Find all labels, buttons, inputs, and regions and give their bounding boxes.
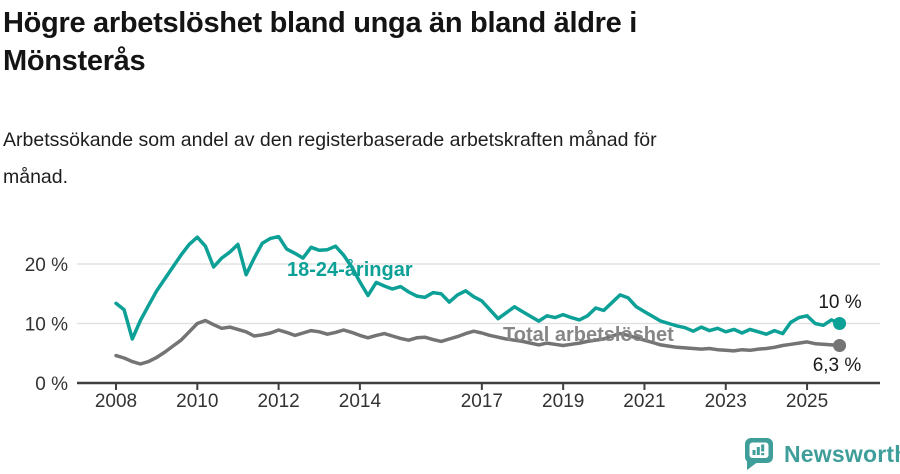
series-end-value-0: 10 % <box>818 292 861 313</box>
x-tick-label-2021: 2021 <box>623 391 665 412</box>
x-tick-label-2023: 2023 <box>705 391 747 412</box>
x-tick-label-2008: 2008 <box>95 391 137 412</box>
y-tick-label-0: 0 % <box>35 374 68 395</box>
series-line-0 <box>114 234 842 341</box>
chart-subtitle: Arbetssökande som andel av den registerb… <box>3 122 893 196</box>
page-title-line-2: Mönsterås <box>3 45 146 77</box>
series-end-dot-1 <box>833 339 847 353</box>
x-tick-label-2019: 2019 <box>542 391 584 412</box>
page-title: Högre arbetslöshet bland unga än bland ä… <box>3 4 893 80</box>
y-tick-label-10: 10 % <box>25 315 68 336</box>
series-end-dot-0 <box>833 317 847 330</box>
x-tick-label-2014: 2014 <box>339 391 382 412</box>
x-tick-label-2010: 2010 <box>176 391 218 412</box>
newsworthy-logo-text: Newsworthy <box>784 440 900 467</box>
series-line-1 <box>114 318 842 366</box>
series-label-1: Total arbetslöshet <box>503 324 674 346</box>
x-tick-label-2025: 2025 <box>786 391 828 412</box>
chart-subtitle-line-2: månad. <box>3 166 69 188</box>
y-tick-label-20: 20 % <box>25 255 68 276</box>
newsworthy-logo-icon <box>745 438 773 470</box>
x-tick-label-2017: 2017 <box>461 391 503 412</box>
page-title-line-1: Högre arbetslöshet bland unga än bland ä… <box>3 7 637 39</box>
x-tick-label-2012: 2012 <box>257 391 299 412</box>
series-end-value-1: 6,3 % <box>813 355 862 376</box>
chart-subtitle-line-1: Arbetssökande som andel av den registerb… <box>3 129 657 151</box>
series-label-0: 18-24-åringar <box>287 258 413 281</box>
newsworthy-logo: Newsworthy <box>742 437 900 471</box>
